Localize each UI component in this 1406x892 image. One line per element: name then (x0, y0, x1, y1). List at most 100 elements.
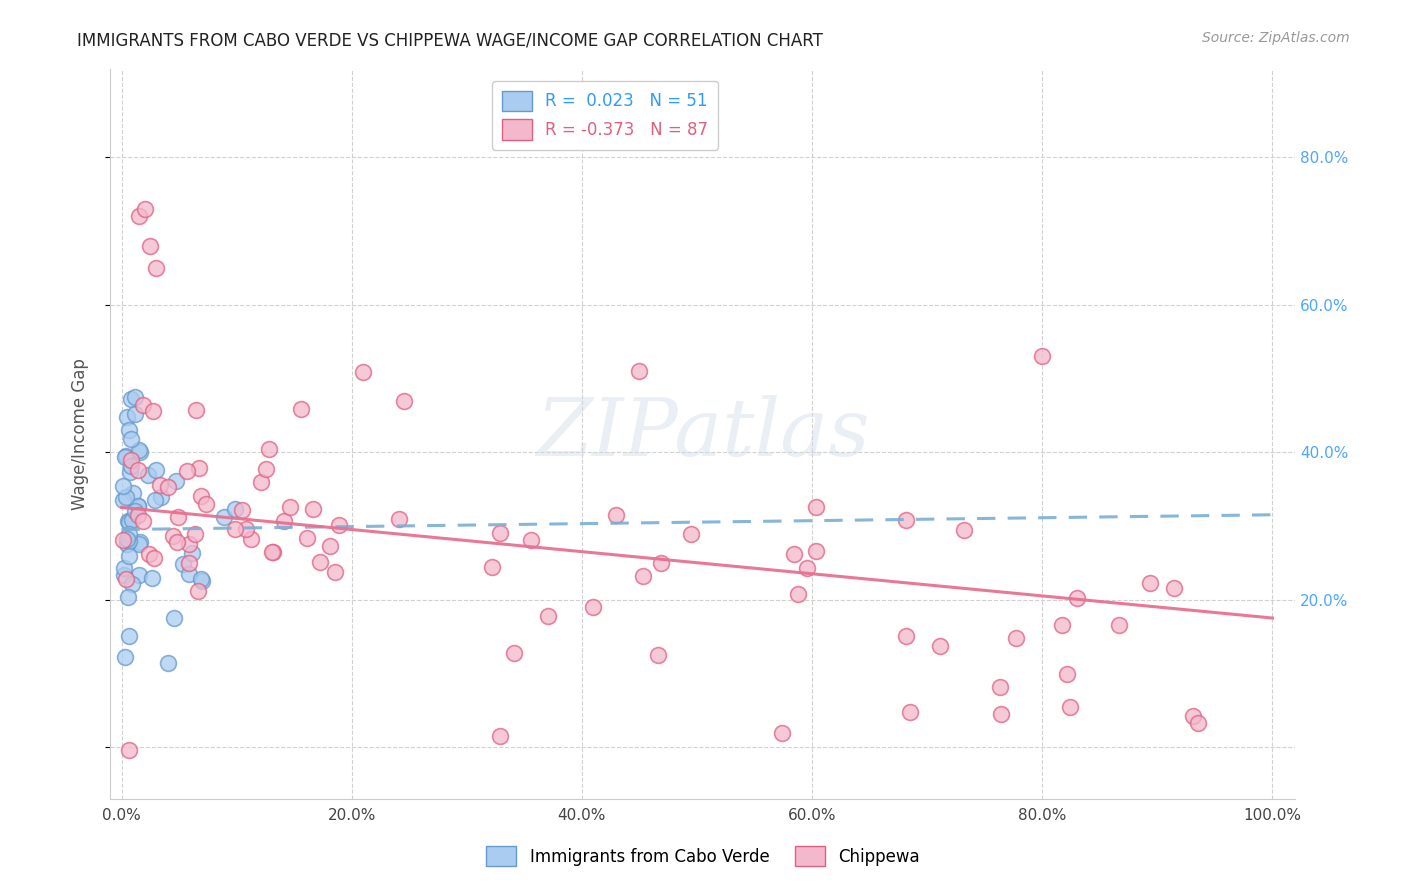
Point (114, 450, 136, 464)
Point (167, 510, 190, 524)
Point (112, 561, 135, 575)
Point (786, 587, 808, 601)
Point (804, 544, 827, 558)
Point (319, 539, 342, 553)
Point (896, 629, 918, 643)
Point (162, 529, 184, 543)
Point (138, 547, 160, 561)
Point (124, 390, 146, 404)
Point (1031, 349, 1053, 363)
Point (177, 567, 200, 582)
Point (184, 402, 207, 417)
Point (628, 364, 651, 378)
Point (111, 533, 134, 547)
Point (1163, 582, 1185, 596)
Point (128, 567, 150, 582)
Point (195, 498, 218, 512)
Point (235, 523, 257, 537)
Point (121, 577, 143, 591)
Point (1182, 708, 1205, 723)
Point (605, 508, 627, 522)
Point (257, 442, 280, 456)
Point (489, 729, 512, 743)
Point (128, 209, 150, 223)
Point (128, 537, 150, 551)
Point (149, 478, 172, 492)
Point (124, 407, 146, 421)
Point (394, 393, 416, 408)
Point (165, 474, 187, 488)
Point (120, 432, 142, 446)
Point (1056, 666, 1078, 681)
Point (295, 531, 318, 545)
Point (131, 514, 153, 528)
Point (582, 599, 605, 614)
Point (128, 442, 150, 457)
Point (290, 402, 312, 417)
Point (118, 526, 141, 541)
Point (520, 533, 543, 548)
Point (647, 648, 669, 663)
Point (118, 549, 141, 563)
Point (191, 574, 214, 588)
Point (121, 486, 143, 500)
Point (929, 639, 952, 653)
Point (183, 527, 205, 541)
Point (127, 463, 149, 477)
Point (143, 551, 166, 566)
Point (1108, 618, 1130, 632)
Point (145, 463, 167, 477)
Point (250, 475, 273, 489)
Point (118, 743, 141, 757)
Point (231, 502, 253, 516)
Point (278, 500, 301, 514)
Point (388, 512, 411, 526)
Point (143, 493, 166, 508)
Point (1059, 700, 1081, 714)
Point (117, 515, 139, 529)
Point (224, 522, 246, 536)
Point (770, 726, 793, 740)
Point (1187, 715, 1209, 730)
Point (631, 569, 654, 583)
Point (254, 462, 277, 476)
Point (118, 533, 141, 548)
Point (990, 706, 1012, 721)
Point (166, 534, 188, 549)
Point (120, 453, 142, 467)
Point (804, 500, 827, 515)
Point (115, 490, 138, 504)
Point (118, 465, 141, 479)
Point (953, 524, 976, 538)
Point (262, 545, 284, 559)
Point (118, 629, 141, 643)
Point (121, 512, 143, 526)
Point (163, 611, 186, 625)
Point (650, 556, 672, 570)
Point (1004, 631, 1026, 645)
Point (136, 467, 159, 482)
Point (117, 515, 139, 529)
Point (190, 489, 212, 503)
Point (179, 537, 201, 551)
Point (172, 557, 194, 571)
Point (139, 238, 162, 252)
Point (142, 404, 165, 418)
Legend: R =  0.023   N = 51, R = -0.373   N = 87: R = 0.023 N = 51, R = -0.373 N = 87 (492, 80, 718, 150)
Point (1052, 618, 1074, 632)
Point (115, 533, 138, 547)
Point (239, 532, 262, 546)
Point (352, 365, 374, 379)
Point (132, 399, 155, 413)
Point (325, 565, 347, 579)
Point (111, 479, 134, 493)
Point (894, 513, 917, 527)
Point (117, 409, 139, 424)
Y-axis label: Wage/Income Gap: Wage/Income Gap (72, 358, 89, 509)
Point (120, 392, 142, 407)
Point (134, 202, 156, 216)
Point (796, 561, 818, 575)
Point (124, 504, 146, 518)
Point (190, 572, 212, 586)
Point (214, 510, 236, 524)
